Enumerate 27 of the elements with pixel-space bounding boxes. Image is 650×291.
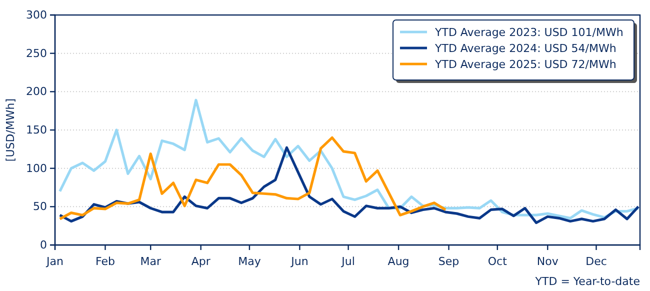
y-tick-label: 300	[26, 8, 47, 22]
y-tick-label: 50	[33, 200, 47, 214]
x-tick-label: Jun	[290, 255, 308, 268]
legend-label: YTD Average 2023: USD 101/MWh	[434, 26, 624, 39]
x-tick-label: Oct	[488, 255, 508, 268]
text: YTD = Year-to-date	[534, 275, 640, 288]
y-tick-label: 250	[26, 46, 47, 60]
x-tick-label: Jan	[46, 255, 64, 268]
x-tick-label: Dec	[586, 255, 607, 268]
x-tick-label: Jul	[340, 255, 355, 268]
line-series	[58, 136, 447, 220]
legend-label: YTD Average 2025: USD 72/MWh	[434, 58, 616, 71]
line-series	[58, 98, 640, 220]
x-tick-label: Sep	[438, 255, 460, 268]
x-tick-label: Mar	[140, 255, 162, 268]
y-tick-label: 0	[40, 238, 47, 252]
x-tick-label: Aug	[388, 255, 410, 268]
x-tick-label: Nov	[536, 255, 559, 268]
x-tick-label: Feb	[95, 255, 115, 268]
y-axis-title: [USD/MWh]	[4, 98, 17, 162]
y-tick-label: 200	[26, 85, 47, 98]
legend-label: YTD Average 2024: USD 54/MWh	[434, 42, 616, 55]
y-tick-label: 150	[26, 124, 47, 137]
line-series	[58, 146, 640, 224]
y-tick-label: 100	[26, 162, 47, 175]
x-tick-label: May	[238, 255, 262, 268]
x-tick-label: Apr	[191, 255, 211, 268]
